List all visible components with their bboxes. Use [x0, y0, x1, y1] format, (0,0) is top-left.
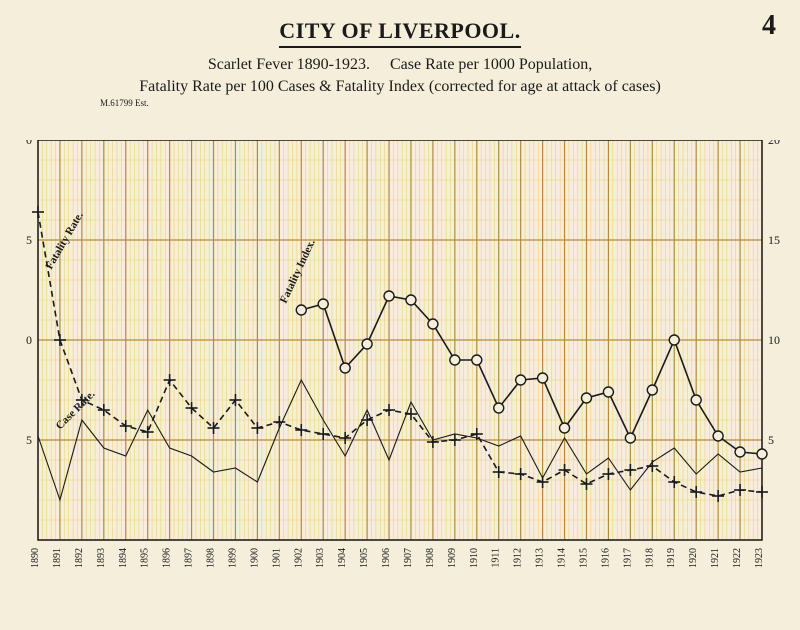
svg-text:1915: 1915: [578, 548, 589, 568]
svg-text:1909: 1909: [447, 548, 458, 568]
svg-text:1901: 1901: [271, 548, 282, 568]
svg-text:1891: 1891: [52, 548, 63, 568]
svg-text:1900: 1900: [249, 548, 260, 568]
svg-text:1923: 1923: [754, 548, 765, 568]
svg-text:1911: 1911: [491, 548, 502, 568]
svg-text:1918: 1918: [644, 548, 655, 568]
svg-text:1899: 1899: [227, 548, 238, 568]
subtitle-left: Scarlet Fever 1890-1923.: [208, 56, 370, 73]
svg-text:1916: 1916: [600, 548, 611, 568]
svg-text:1903: 1903: [315, 548, 326, 568]
svg-text:1910: 1910: [469, 548, 480, 568]
svg-text:5: 5: [768, 433, 774, 447]
chart-footnote: M.61799 Est.: [100, 98, 800, 108]
svg-text:1912: 1912: [513, 548, 524, 568]
svg-text:1890: 1890: [30, 548, 41, 568]
svg-text:1894: 1894: [118, 548, 129, 568]
svg-text:1919: 1919: [666, 548, 677, 568]
svg-text:1904: 1904: [337, 548, 348, 568]
header: CITY OF LIVERPOOL. Scarlet Fever 1890-19…: [0, 0, 800, 108]
svg-text:5: 5: [26, 433, 32, 447]
svg-text:1906: 1906: [381, 548, 392, 568]
chart-subtitle-2: Fatality Rate per 100 Cases & Fatality I…: [0, 78, 800, 96]
chart-subtitle-1: Scarlet Fever 1890-1923. Case Rate per 1…: [0, 56, 800, 74]
subtitle-right: Case Rate per 1000 Population,: [390, 56, 592, 73]
svg-text:1914: 1914: [557, 548, 568, 568]
page-number: 4: [762, 10, 776, 42]
svg-text:1913: 1913: [535, 548, 546, 568]
svg-text:1908: 1908: [425, 548, 436, 568]
svg-text:1892: 1892: [74, 548, 85, 568]
svg-text:0: 0: [26, 140, 32, 147]
line-chart: 0 5 0 5 5 10 15 20 1890 1891 1892 1893 1894 1895 1896 1…: [6, 140, 794, 580]
svg-text:1895: 1895: [140, 548, 151, 568]
svg-text:1917: 1917: [622, 548, 633, 568]
svg-text:1893: 1893: [96, 548, 107, 568]
svg-text:1905: 1905: [359, 548, 370, 568]
svg-text:1907: 1907: [403, 548, 414, 568]
svg-text:1920: 1920: [688, 548, 699, 568]
svg-text:20: 20: [768, 140, 780, 147]
svg-text:10: 10: [768, 333, 780, 347]
svg-text:5: 5: [26, 233, 32, 247]
svg-text:1897: 1897: [184, 548, 195, 568]
svg-text:15: 15: [768, 233, 780, 247]
svg-text:1902: 1902: [293, 548, 304, 568]
svg-text:1922: 1922: [732, 548, 743, 568]
svg-text:1896: 1896: [162, 548, 173, 568]
svg-text:1921: 1921: [710, 548, 721, 568]
svg-text:0: 0: [26, 333, 32, 347]
chart-title: CITY OF LIVERPOOL.: [279, 18, 520, 48]
svg-text:1898: 1898: [206, 548, 217, 568]
